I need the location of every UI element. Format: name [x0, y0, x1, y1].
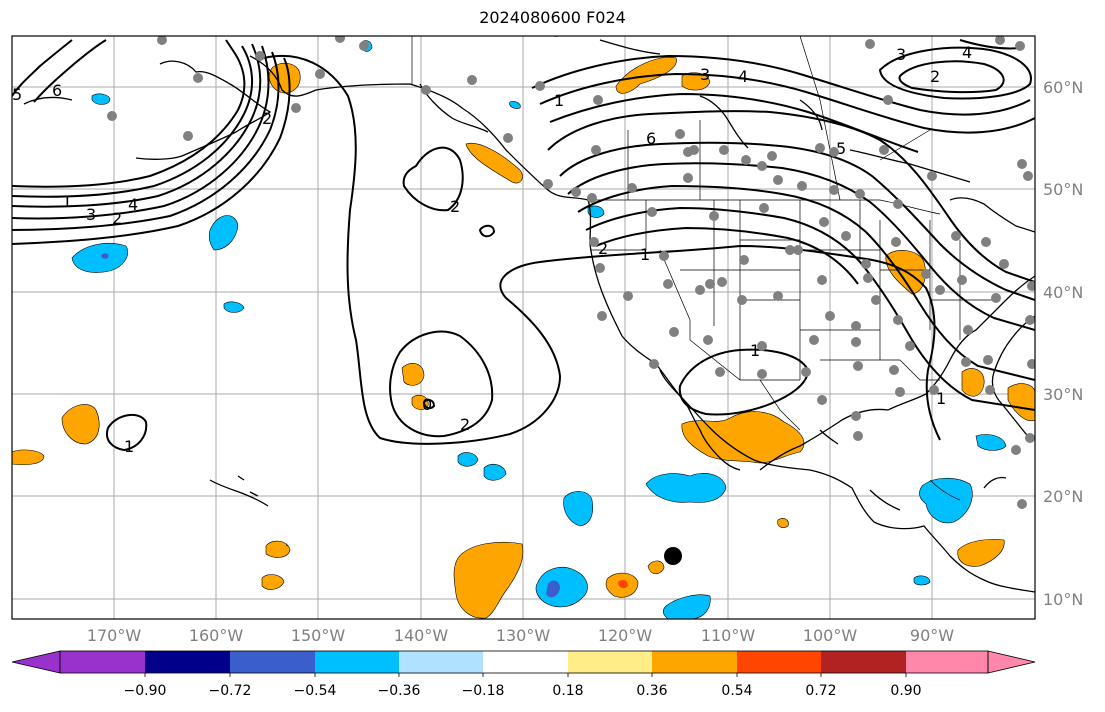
contour-label: 1 [936, 389, 946, 408]
lat-label: 60°N [1043, 78, 1084, 97]
colorbar [11, 650, 1036, 677]
lon-label: 100°W [802, 626, 858, 645]
colorbar-tick-label: −0.90 [123, 683, 167, 699]
colorbar-tick-label: −0.54 [293, 683, 337, 699]
colorbar-extend-low [11, 650, 61, 674]
lon-label: 110°W [700, 626, 756, 645]
contour-label: 6 [646, 129, 656, 148]
contour-label: 1 [124, 437, 134, 456]
height-contours [12, 39, 1035, 452]
contour-label: 1 [62, 192, 72, 211]
contour-label: 3 [700, 65, 710, 84]
contour-label: 3 [86, 205, 96, 224]
lat-label: 50°N [1043, 180, 1084, 199]
lat-label: 20°N [1043, 487, 1084, 506]
colorbar-bin [652, 651, 737, 673]
colorbar-tick-label: 0.36 [636, 683, 668, 699]
contour-label: 2 [450, 197, 460, 216]
lon-label: 90°W [909, 626, 955, 645]
colorbar-tick-label: −0.18 [461, 683, 505, 699]
lat-label: 40°N [1043, 283, 1084, 302]
contour-label: 1 [640, 245, 650, 264]
colorbar-bin [145, 651, 230, 673]
colorbar-tick-label: 0.18 [552, 683, 584, 699]
contour-label: 1 [554, 91, 564, 110]
contour-label: 2 [598, 239, 608, 258]
contour-label: 0 [422, 395, 432, 414]
colorbar-extend-high [987, 650, 1036, 674]
lon-label: 170°W [86, 626, 142, 645]
strong-positive-fills [618, 579, 628, 589]
contour-label: 2 [262, 109, 272, 128]
station-markers [107, 36, 1035, 509]
contour-label: 5 [836, 139, 846, 158]
contour-label: 5 [12, 85, 22, 104]
contour-label: 2 [460, 415, 470, 434]
strong-negative-fills [101, 253, 560, 598]
colorbar-tick-label: 0.54 [721, 683, 753, 699]
colorbar-bin [315, 651, 399, 673]
lat-label: 10°N [1043, 590, 1084, 609]
negative-anomaly-fills [71, 40, 1007, 619]
lon-label: 150°W [290, 626, 346, 645]
colorbar-bin [737, 651, 821, 673]
lon-label: 120°W [597, 626, 653, 645]
colorbar-bin [230, 651, 315, 673]
lon-label: 160°W [188, 626, 244, 645]
colorbar-bin [60, 651, 145, 673]
contour-label: 2 [930, 67, 940, 86]
colorbar-bin [821, 651, 906, 673]
contour-label: 4 [738, 67, 748, 86]
colorbar-bin [483, 651, 568, 673]
lat-label: 30°N [1043, 385, 1084, 404]
lon-label: 140°W [393, 626, 449, 645]
contour-label: 4 [128, 195, 138, 214]
contour-label: 6 [52, 81, 62, 100]
map-title: 2024080600 F024 [479, 8, 626, 27]
colorbar-tick-label: 0.72 [805, 683, 837, 699]
colorbar-tick-label: 0.90 [890, 683, 922, 699]
colorbar-bin [568, 651, 652, 673]
contour-label: 4 [962, 43, 972, 62]
colorbar-bin [906, 651, 988, 673]
colorbar-bin [399, 651, 483, 673]
contour-labels: 5 6 4 3 2 1 2 1 4 3 6 5 2 1 1 2 1 2 0 1 … [12, 43, 972, 456]
colorbar-tick-label: −0.36 [377, 683, 421, 699]
lon-label: 130°W [495, 626, 551, 645]
colorbar-tick-label: −0.72 [208, 683, 252, 699]
contour-label: 2 [112, 209, 122, 228]
storm-marker [664, 547, 682, 565]
contour-label: 1 [750, 341, 760, 360]
contour-label: 3 [896, 45, 906, 64]
grid-lines [12, 36, 1035, 619]
